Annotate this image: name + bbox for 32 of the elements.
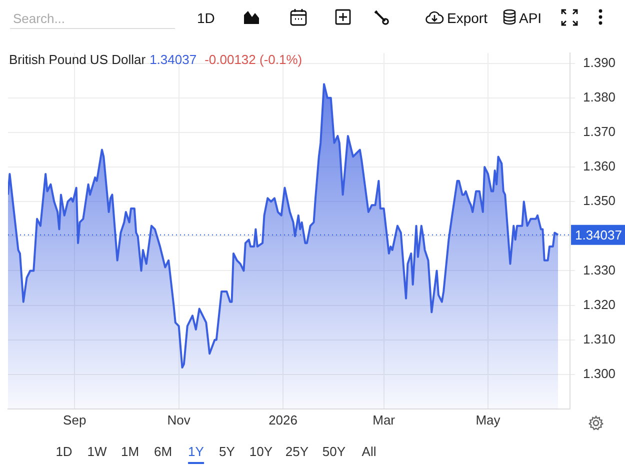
- text: 10Y: [249, 444, 273, 461]
- text: 1M: [120, 444, 140, 461]
- text: 1D: [197, 10, 215, 26]
- x-tick-label: Nov: [167, 412, 191, 428]
- text: 6M: [154, 444, 172, 461]
- text: 5Y: [219, 444, 235, 461]
- text: API: [519, 10, 542, 26]
- x-tick-label: 2026: [268, 412, 298, 428]
- y-tick-label: 1.300: [583, 366, 616, 382]
- y-tick-label: 1.390: [583, 54, 616, 70]
- x-tick-label: Mar: [372, 412, 396, 428]
- chart-title: British Pound US Dollar: [9, 52, 146, 67]
- y-tick-label: 1.350: [583, 193, 616, 208]
- text: Export: [447, 10, 488, 26]
- search-field: Search...: [10, 9, 175, 29]
- text: All: [362, 444, 376, 461]
- y-tick-label: 1.320: [583, 296, 616, 312]
- x-tick-label: Sep: [63, 412, 86, 428]
- annotation: 1.34037: [150, 52, 197, 67]
- text: 25Y: [285, 444, 309, 461]
- text: 1W: [87, 444, 107, 461]
- y-tick-label: 1.380: [583, 90, 616, 105]
- y-tick-label: 1.360: [583, 158, 616, 174]
- x-tick-label: May: [476, 412, 501, 428]
- ref-line-label: 1.34037: [575, 227, 622, 242]
- y-tick-label: 1.330: [583, 262, 616, 278]
- annotation: -0.00132 (-0.1%): [204, 52, 302, 67]
- text: 50Y: [322, 444, 346, 461]
- text: 1Y: [188, 444, 204, 464]
- y-tick-label: 1.370: [583, 124, 616, 140]
- text: 1D: [56, 444, 72, 461]
- y-tick-label: 1.310: [583, 331, 616, 346]
